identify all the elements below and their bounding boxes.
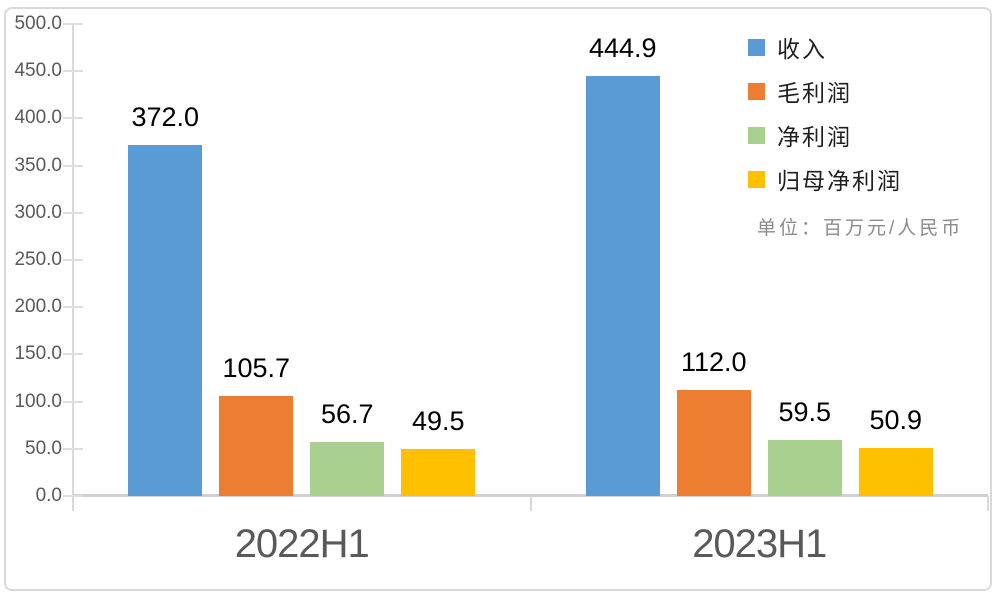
bar-net-profit-2022h1 [310, 442, 385, 496]
x-axis-tick [529, 496, 532, 511]
legend-label-parent-net-profit: 归母净利润 [777, 168, 902, 194]
y-axis-tick [63, 306, 83, 309]
bar-net-profit-2023h1 [767, 439, 842, 496]
legend-item-parent-net-profit: 归母净利润 [748, 165, 902, 194]
y-axis-tick [63, 70, 83, 73]
bar-gross-profit-2023h1 [676, 390, 751, 496]
y-axis-tick-label: 100.0 [14, 390, 62, 412]
bar-revenue-2022h1 [128, 144, 203, 496]
value-label-revenue-2023h1: 444.9 [588, 33, 657, 63]
bar-gross-profit-2022h1 [219, 396, 294, 496]
y-axis-tick-label: 50.0 [25, 437, 62, 459]
bar-parent-net-profit-2022h1 [401, 449, 476, 496]
y-axis-tick [63, 23, 83, 25]
legend-swatch-parent-net-profit [748, 170, 765, 188]
unit-note: 单位：百万元/人民币 [757, 218, 964, 239]
y-axis-tick [63, 259, 83, 261]
bar-parent-net-profit-2023h1 [858, 447, 933, 496]
y-axis-tick-label: 450.0 [14, 60, 62, 82]
y-axis-tick-label: 500.0 [14, 13, 62, 34]
legend: 收入 毛利润 净利润 归母净利润 [748, 33, 902, 209]
legend-item-revenue: 收入 [748, 33, 902, 62]
x-axis-label-2023h1: 2023H1 [692, 522, 827, 566]
value-label-gross-profit-2022h1: 105.7 [222, 353, 291, 384]
legend-swatch-gross-profit [748, 82, 765, 100]
y-axis-tick-label: 0.0 [35, 485, 62, 506]
y-axis-tick [63, 211, 83, 214]
y-axis-tick-label: 250.0 [14, 249, 62, 270]
bar-revenue-2023h1 [585, 76, 660, 496]
legend-item-net-profit: 净利润 [748, 121, 902, 150]
y-axis-tick [63, 447, 83, 450]
y-axis-tick [63, 117, 83, 120]
x-axis-line [73, 494, 988, 497]
y-axis-tick-label: 200.0 [14, 296, 62, 318]
value-label-gross-profit-2023h1: 112.0 [680, 347, 747, 378]
y-axis-tick-label: 300.0 [14, 201, 62, 223]
legend-swatch-revenue [748, 38, 765, 56]
y-axis-tick [63, 495, 83, 497]
x-axis-label-2022h1: 2022H1 [234, 522, 370, 566]
value-label-net-profit-2022h1: 56.7 [320, 399, 374, 430]
value-label-parent-net-profit-2023h1: 50.9 [869, 404, 923, 435]
legend-label-gross-profit: 毛利润 [777, 80, 852, 106]
value-label-parent-net-profit-2022h1: 49.5 [411, 406, 465, 437]
y-axis-tick-label: 400.0 [14, 107, 62, 129]
y-axis-tick [63, 353, 83, 356]
x-axis-tick [987, 496, 989, 511]
legend-label-revenue: 收入 [777, 36, 827, 62]
legend-label-net-profit: 净利润 [777, 124, 852, 150]
y-axis-tick [63, 400, 83, 403]
y-axis-line [72, 24, 74, 511]
y-axis-tick-label: 150.0 [14, 343, 62, 365]
legend-swatch-net-profit [748, 126, 765, 144]
y-axis-tick [63, 164, 83, 167]
value-label-net-profit-2023h1: 59.5 [778, 396, 832, 427]
legend-item-gross-profit: 毛利润 [748, 77, 902, 106]
value-label-revenue-2022h1: 372.0 [131, 101, 200, 132]
y-axis-tick-label: 350.0 [14, 154, 62, 176]
